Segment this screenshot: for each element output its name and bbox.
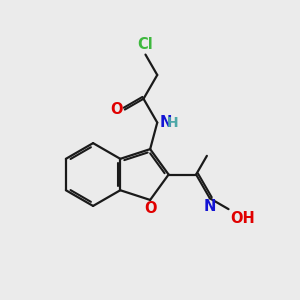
Text: N: N (159, 115, 172, 130)
Text: H: H (167, 116, 179, 130)
Text: Cl: Cl (138, 37, 153, 52)
Text: O: O (144, 201, 156, 216)
Text: OH: OH (230, 211, 255, 226)
Text: O: O (110, 102, 123, 117)
Text: N: N (204, 199, 216, 214)
